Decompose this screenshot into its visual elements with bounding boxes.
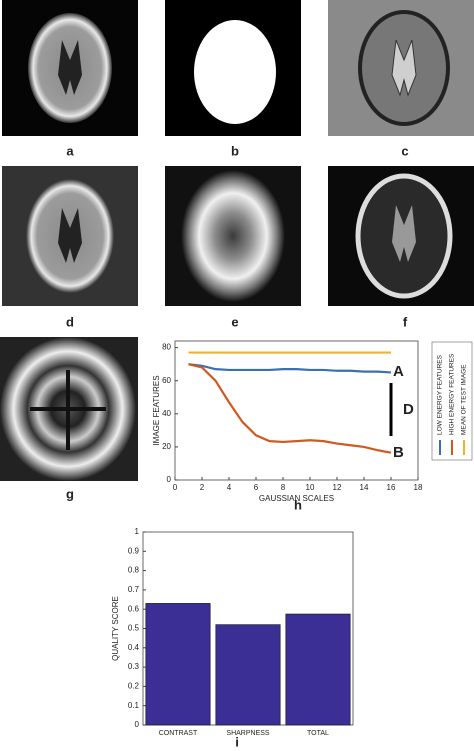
panel-label: g bbox=[66, 486, 74, 501]
image-b bbox=[165, 0, 301, 136]
image-f bbox=[328, 166, 474, 306]
y-tick-label: 0.6 bbox=[128, 604, 140, 613]
x-tick-label: 12 bbox=[333, 483, 342, 492]
x-tick-label: TOTAL bbox=[307, 730, 329, 737]
image-e bbox=[165, 166, 301, 306]
y-tick-label: 0.2 bbox=[128, 682, 140, 691]
legend-frame bbox=[431, 341, 473, 461]
plot-frame bbox=[174, 340, 419, 481]
x-tick-label: 10 bbox=[306, 483, 315, 492]
legend-label: MEAN OF TEST IMAGE bbox=[461, 364, 468, 435]
y-axis-label: IMAGE FEATURES bbox=[152, 375, 161, 445]
y-tick-label: 0.4 bbox=[128, 643, 140, 652]
image-c bbox=[328, 0, 474, 136]
panel-label: c bbox=[401, 143, 408, 158]
panel-label: e bbox=[231, 314, 238, 329]
legend-label: LOW ENERGY FEATURES bbox=[437, 354, 444, 435]
image-d bbox=[2, 166, 138, 306]
y-tick-label: 1 bbox=[135, 527, 140, 536]
x-tick-label: 18 bbox=[414, 483, 423, 492]
y-tick-label: 0.8 bbox=[128, 566, 140, 575]
y-tick-label: 0 bbox=[135, 720, 140, 729]
x-tick-label: 16 bbox=[387, 483, 396, 492]
panel-label: i bbox=[235, 734, 239, 749]
series-line bbox=[188, 363, 392, 454]
y-tick-label: 0.1 bbox=[128, 701, 140, 710]
x-tick-label: 8 bbox=[281, 483, 286, 492]
y-tick-label: 60 bbox=[162, 376, 171, 385]
x-tick-label: 6 bbox=[254, 483, 259, 492]
panel-label: b bbox=[231, 143, 239, 158]
y-axis-label: QUALITY SCORE bbox=[111, 596, 120, 661]
image-g bbox=[0, 337, 138, 481]
series-line bbox=[188, 363, 392, 374]
bar bbox=[215, 624, 281, 726]
x-tick-label: 0 bbox=[173, 483, 178, 492]
x-tick-label: 4 bbox=[227, 483, 232, 492]
y-tick-label: 0 bbox=[167, 475, 172, 484]
y-tick-label: 40 bbox=[162, 409, 171, 418]
annotation: D bbox=[403, 401, 414, 418]
panel-label: h bbox=[294, 497, 302, 512]
x-tick-label: 2 bbox=[200, 483, 205, 492]
annotation: B bbox=[393, 444, 404, 461]
y-tick-label: 0.9 bbox=[128, 546, 140, 555]
panel-label: a bbox=[66, 143, 74, 158]
x-tick-label: SHARPNESS bbox=[226, 730, 270, 737]
panel-label: f bbox=[403, 314, 408, 329]
y-tick-label: 80 bbox=[162, 343, 171, 352]
bar bbox=[285, 613, 351, 726]
panel-label: d bbox=[66, 314, 74, 329]
x-tick-label: 14 bbox=[360, 483, 369, 492]
bar bbox=[145, 603, 211, 726]
y-tick-label: 20 bbox=[162, 442, 171, 451]
image-a bbox=[2, 0, 138, 136]
y-tick-label: 0.3 bbox=[128, 662, 140, 671]
x-tick-label: CONTRAST bbox=[159, 730, 198, 737]
y-tick-label: 0.7 bbox=[128, 585, 140, 594]
legend-label: HIGH ENERGY FEATURES bbox=[449, 353, 456, 435]
y-tick-label: 0.5 bbox=[128, 624, 140, 633]
annotation: A bbox=[393, 363, 404, 380]
x-axis-label: GAUSSIAN SCALES bbox=[259, 494, 334, 503]
